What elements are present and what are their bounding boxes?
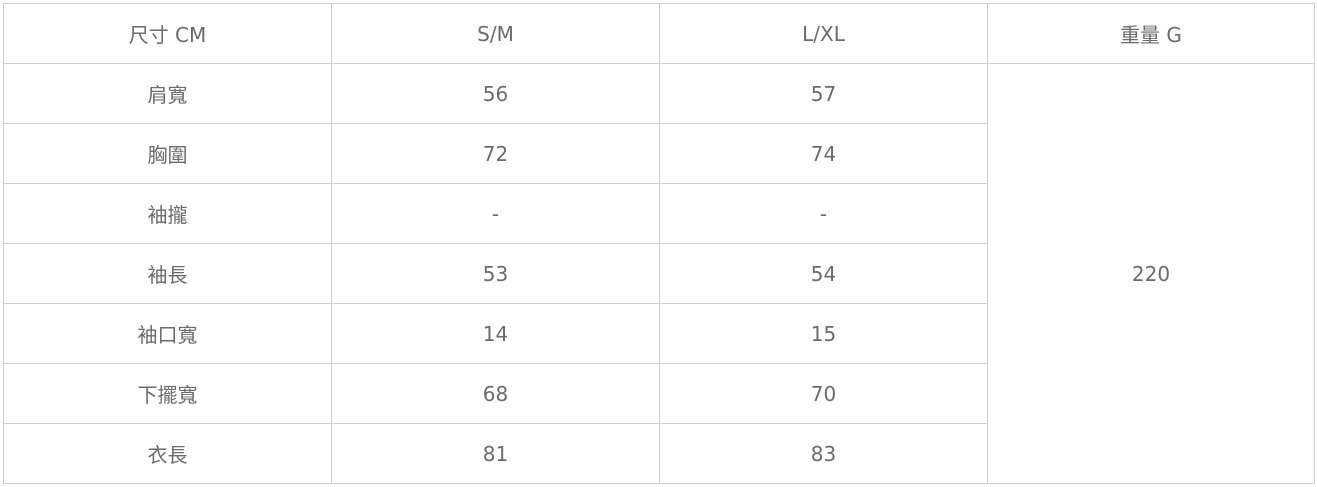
cell-l-xl: 57 [659, 63, 988, 124]
header-size-cm: 尺寸 CM [3, 3, 332, 64]
cell-s-m: 53 [331, 243, 660, 304]
header-s-m: S/M [331, 3, 660, 64]
row-label: 下擺寬 [3, 363, 332, 424]
cell-s-m: 68 [331, 363, 660, 424]
row-label: 肩寬 [3, 63, 332, 124]
table-row: 衣長 81 83 [3, 423, 1315, 484]
cell-l-xl: - [659, 183, 988, 244]
weight-value: 220 [987, 63, 1315, 484]
cell-s-m: - [331, 183, 660, 244]
size-chart-table: 尺寸 CM S/M L/XL 重量 G 肩寬 56 57 220 胸圍 72 7… [3, 3, 1315, 484]
row-label: 袖長 [3, 243, 332, 304]
cell-s-m: 56 [331, 63, 660, 124]
cell-s-m: 72 [331, 123, 660, 184]
header-l-xl: L/XL [659, 3, 988, 64]
cell-s-m: 81 [331, 423, 660, 484]
table-row: 肩寬 56 57 220 [3, 63, 1315, 484]
table-row: 胸圍 72 74 [3, 123, 1315, 184]
row-label: 胸圍 [3, 123, 332, 184]
row-label: 袖口寬 [3, 303, 332, 364]
cell-l-xl: 83 [659, 423, 988, 484]
row-label: 衣長 [3, 423, 332, 484]
header-weight-g: 重量 G [987, 3, 1315, 64]
cell-l-xl: 54 [659, 243, 988, 304]
row-label: 袖攏 [3, 183, 332, 244]
cell-l-xl: 74 [659, 123, 988, 184]
cell-l-xl: 70 [659, 363, 988, 424]
header-row: 尺寸 CM S/M L/XL 重量 G [3, 3, 1315, 64]
cell-l-xl: 15 [659, 303, 988, 364]
table-row: 袖口寬 14 15 [3, 303, 1315, 364]
cell-s-m: 14 [331, 303, 660, 364]
